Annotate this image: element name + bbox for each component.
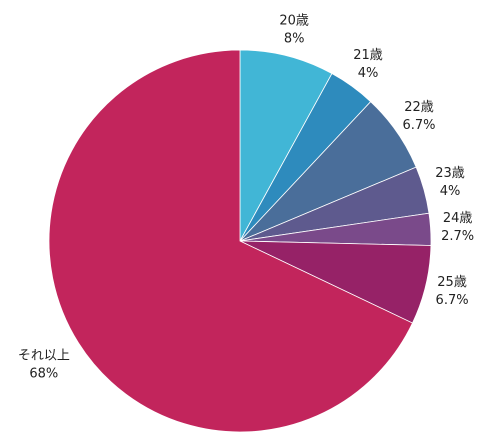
value-label: 6.7% [436, 293, 469, 308]
slice-label: 20歳 [279, 13, 309, 28]
pie-slice [48, 49, 414, 433]
slice-label: 22歳 [404, 100, 434, 115]
value-label: 8% [284, 31, 305, 46]
value-label: 4% [440, 184, 461, 199]
slice-label: 25歳 [437, 275, 467, 290]
value-label: 2.7% [441, 229, 474, 244]
value-label: 68% [29, 366, 58, 381]
slice-label: 23歳 [435, 166, 465, 181]
value-label: 6.7% [403, 118, 436, 133]
slice-label: 21歳 [353, 48, 383, 63]
slice-label: それ以上 [18, 348, 70, 363]
slice-label: 24歳 [443, 211, 473, 226]
value-label: 4% [358, 66, 379, 81]
pie-slice [239, 49, 333, 242]
